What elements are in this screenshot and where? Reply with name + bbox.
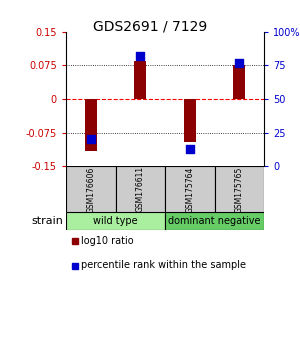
Bar (233, 65, 245, 99)
Point (237, 60, 242, 65)
Bar (214, 166, 264, 212)
Text: strain: strain (31, 216, 63, 226)
Text: GSM175765: GSM175765 (235, 166, 244, 212)
Bar (165, 212, 264, 230)
Point (138, 53, 143, 59)
Bar (66, 166, 116, 212)
Text: GSM175764: GSM175764 (185, 166, 194, 212)
Text: GDS2691 / 7129: GDS2691 / 7129 (93, 19, 207, 34)
Bar (66, 212, 165, 230)
Point (187, 146, 192, 152)
Text: wild type: wild type (93, 216, 138, 226)
Bar (165, 166, 214, 212)
Text: dominant negative: dominant negative (168, 216, 261, 226)
Bar (134, 61, 146, 99)
Bar (116, 166, 165, 212)
Bar (85, 99, 97, 150)
Text: GSM176606: GSM176606 (86, 166, 95, 212)
Point (88, 137, 93, 142)
Text: percentile rank within the sample: percentile rank within the sample (81, 261, 246, 270)
Text: GSM176611: GSM176611 (136, 166, 145, 212)
Bar (184, 99, 196, 142)
Text: log10 ratio: log10 ratio (81, 236, 134, 246)
